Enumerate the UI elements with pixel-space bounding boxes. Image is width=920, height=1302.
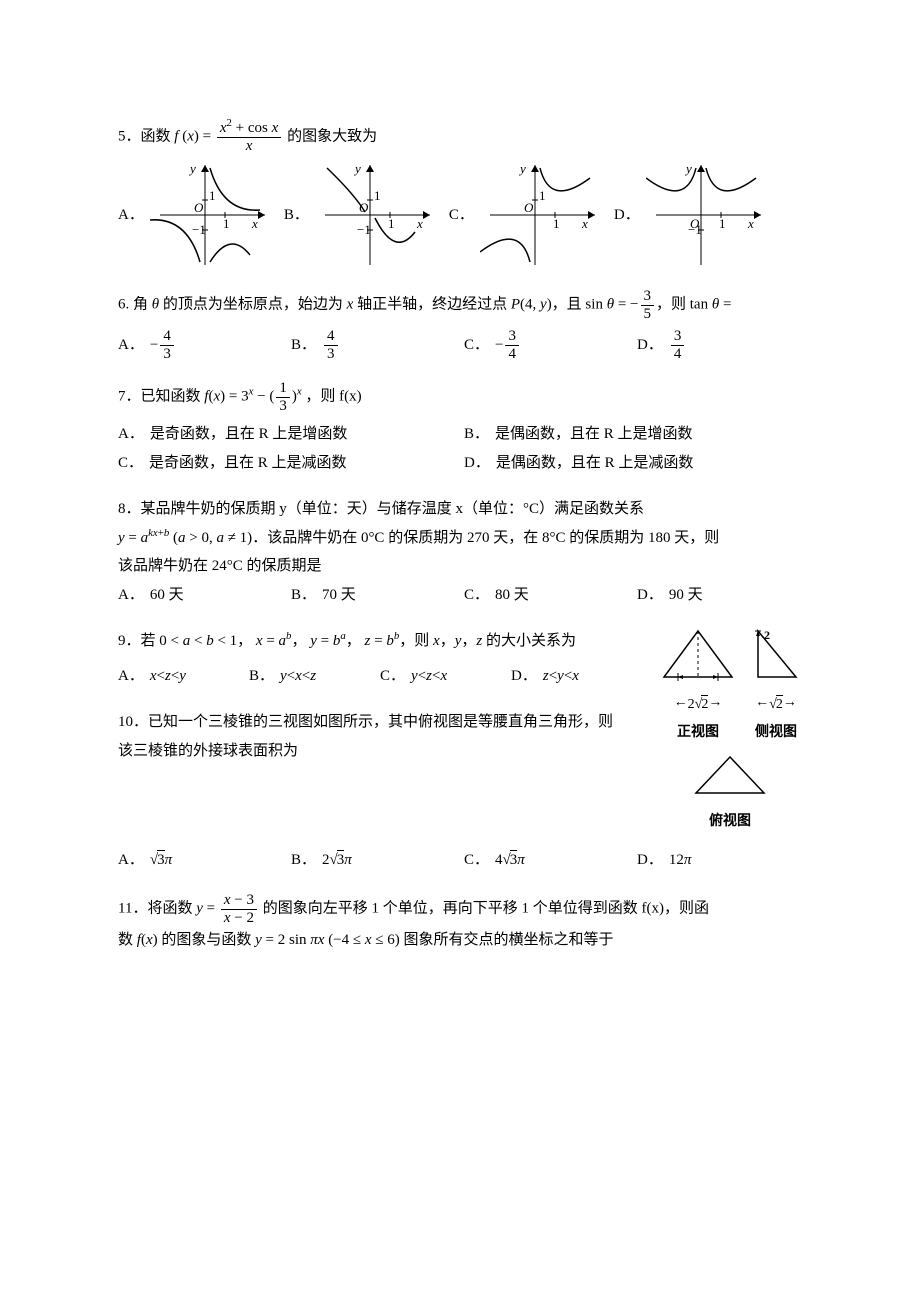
q5-opt-b: B． O 1 −1 x y 1: [284, 160, 435, 270]
q5-opt-d: D． O 1 −1 x y: [614, 160, 766, 270]
svg-text:O: O: [194, 200, 204, 215]
q6-opt-a: A． −43: [118, 328, 291, 362]
q11-line1: 11．将函数 y = x − 3x − 2 的图象向左平移 1 个单位，再向下平…: [118, 892, 810, 926]
q10-top-view: 俯视图: [690, 753, 770, 836]
q8-opt-b: B．70 天: [291, 581, 464, 610]
q5-text-post: 的图象大致为: [287, 128, 377, 144]
q10-side-view: 2 ←2→ 侧视图: [750, 627, 802, 747]
question-5: 5．函数 f (x) = x2 + cos x x 的图象大致为 A． O 1 …: [118, 120, 810, 270]
q5-opt-d-label: D．: [614, 201, 640, 230]
q5-opt-b-label: B．: [284, 201, 309, 230]
q10-views-diagram: ←22→ 正视图 2 ←2→ 侧视图 俯视图: [650, 627, 810, 836]
question-8: 8．某品牌牛奶的保质期 y（单位：天）与储存温度 x（单位：°C）满足函数关系 …: [118, 495, 810, 609]
q9-opt-d: D．z < y < x: [511, 662, 642, 691]
q5-opt-a: A． O 1 −1 x y 1: [118, 160, 270, 270]
q5-func-fx: f: [174, 128, 178, 144]
q5-options: A． O 1 −1 x y 1: [118, 160, 810, 270]
q9-opt-c: C．y < z < x: [380, 662, 511, 691]
question-7: 7．已知函数 f(x) = 3x − (13)x ，则 f(x) A．是奇函数，…: [118, 380, 810, 477]
svg-text:1: 1: [719, 216, 726, 231]
q5-graph-c: O 1 x y 1: [480, 160, 600, 270]
q5-stem: 5．函数 f (x) = x2 + cos x x 的图象大致为: [118, 120, 810, 154]
svg-text:x: x: [416, 216, 423, 231]
q6-opt-b: B． 43: [291, 328, 464, 362]
q8-opt-c: C．80 天: [464, 581, 637, 610]
svg-text:y: y: [353, 161, 361, 176]
q7-stem: 7．已知函数 f(x) = 3x − (13)x ，则 f(x): [118, 380, 810, 414]
svg-text:x: x: [581, 216, 588, 231]
svg-text:1: 1: [388, 216, 395, 231]
svg-text:x: x: [747, 216, 754, 231]
svg-text:O: O: [359, 200, 369, 215]
q8-opt-d: D．90 天: [637, 581, 810, 610]
q6-opt-c: C． −34: [464, 328, 637, 362]
svg-text:y: y: [188, 161, 196, 176]
q7-post: ，则 f(x): [305, 388, 361, 404]
q6-options: A． −43 B． 43 C． −34 D． 34: [118, 328, 810, 362]
q5-fraction: x2 + cos x x: [217, 120, 281, 154]
svg-text:x: x: [251, 216, 258, 231]
q6-opt-d: D． 34: [637, 328, 810, 362]
q8-line1: 8．某品牌牛奶的保质期 y（单位：天）与储存温度 x（单位：°C）满足函数关系: [118, 495, 810, 524]
q8-opt-a: A．60 天: [118, 581, 291, 610]
q5-graph-d: O 1 −1 x y: [646, 160, 766, 270]
q5-opt-c-label: C．: [449, 201, 474, 230]
exam-page: 5．函数 f (x) = x2 + cos x x 的图象大致为 A． O 1 …: [0, 0, 920, 1033]
q5-graph-b: O 1 −1 x y 1: [315, 160, 435, 270]
svg-text:1: 1: [223, 216, 230, 231]
q6-stem: 6. 角 θ 的顶点为坐标原点，始边为 x 轴正半轴，终边经过点 P(4, y)…: [118, 288, 810, 322]
q9-opt-b: B．y < x < z: [249, 662, 380, 691]
q9-opt-a: A．x < z < y: [118, 662, 249, 691]
q11-line2: 数 f(x) 的图象与函数 y = 2 sin πx (−4 ≤ x ≤ 6) …: [118, 926, 810, 955]
svg-text:1: 1: [209, 188, 216, 203]
svg-text:y: y: [518, 161, 526, 176]
q5-func-paren: (x) =: [182, 128, 211, 144]
q10-front-view: ←22→ 正视图: [658, 627, 738, 747]
q7-options: A．是奇函数，且在 R 上是增函数 B．是偶函数，且在 R 上是增函数 C．是奇…: [118, 420, 810, 477]
svg-text:O: O: [524, 200, 534, 215]
q7-opt-c: C．是奇函数，且在 R 上是减函数: [118, 449, 464, 478]
q5-graph-a: O 1 −1 x y 1: [150, 160, 270, 270]
svg-text:1: 1: [539, 188, 546, 203]
svg-text:1: 1: [374, 188, 381, 203]
q10-opt-d: D．12π: [637, 846, 810, 875]
q8-line2: y = akx+b (a > 0, a ≠ 1)．该品牌牛奶在 0°C 的保质期…: [118, 524, 810, 553]
q5-text-pre: 函数: [141, 128, 175, 144]
q10-opt-b: B．23π: [291, 846, 464, 875]
q10-opt-c: C．43π: [464, 846, 637, 875]
q7-opt-b: B．是偶函数，且在 R 上是增函数: [464, 420, 810, 449]
q5-opt-c: C． O 1 x y 1: [449, 160, 600, 270]
q7-opt-a: A．是奇函数，且在 R 上是增函数: [118, 420, 464, 449]
q5-opt-a-label: A．: [118, 201, 144, 230]
q10-opt-a: A．3π: [118, 846, 291, 875]
svg-text:y: y: [684, 161, 692, 176]
q9-options: A．x < z < y B．y < x < z C．y < z < x D．z …: [118, 662, 642, 691]
q8-options: A．60 天 B．70 天 C．80 天 D．90 天: [118, 581, 810, 610]
q7-pre: 已知函数: [141, 388, 205, 404]
question-11: 11．将函数 y = x − 3x − 2 的图象向左平移 1 个单位，再向下平…: [118, 892, 810, 955]
svg-text:2: 2: [764, 628, 770, 642]
q8-line3: 该品牌牛奶在 24°C 的保质期是: [118, 552, 810, 581]
q5-num: 5．: [118, 128, 141, 144]
q7-opt-d: D．是偶函数，且在 R 上是减函数: [464, 449, 810, 478]
q10-options: A．3π B．23π C．43π D．12π: [118, 846, 810, 875]
question-6: 6. 角 θ 的顶点为坐标原点，始边为 x 轴正半轴，终边经过点 P(4, y)…: [118, 288, 810, 362]
svg-text:1: 1: [553, 216, 560, 231]
